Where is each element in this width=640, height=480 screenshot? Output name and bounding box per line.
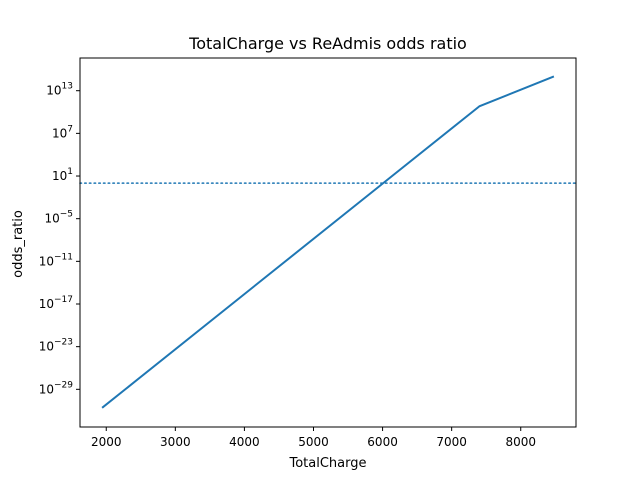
- x-tick-label: 4000: [229, 435, 260, 449]
- y-tick-label: 101: [52, 167, 73, 183]
- y-tick-label: 10−17: [39, 295, 73, 311]
- y-tick-label: 10−23: [39, 338, 73, 354]
- axes-frame: [79, 57, 577, 428]
- y-tick-label: 1013: [46, 82, 73, 98]
- x-tick-label: 6000: [367, 435, 398, 449]
- y-tick-label: 10−29: [39, 380, 74, 396]
- y-tick-label: 107: [52, 124, 73, 140]
- x-tick-label: 2000: [91, 435, 122, 449]
- x-tick-label: 5000: [298, 435, 329, 449]
- x-tick-label: 7000: [436, 435, 467, 449]
- y-axis-ticks: 1013 107 101 10−5 10−11 10−17 10−23 10−29: [39, 82, 80, 396]
- y-tick-label: 10−5: [44, 210, 73, 226]
- y-axis-label: odds_ratio: [11, 210, 26, 278]
- x-tick-label: 8000: [505, 435, 536, 449]
- chart-title: TotalCharge vs ReAdmis odds ratio: [188, 34, 467, 53]
- plot-area: [79, 57, 577, 428]
- y-tick-label: 10−11: [39, 252, 73, 268]
- series-line-0: [101, 75, 555, 409]
- x-axis-label: TotalCharge: [288, 456, 366, 471]
- x-tick-label: 3000: [160, 435, 191, 449]
- x-axis-ticks: 2000 3000 4000 5000 6000 7000 8000: [91, 427, 536, 449]
